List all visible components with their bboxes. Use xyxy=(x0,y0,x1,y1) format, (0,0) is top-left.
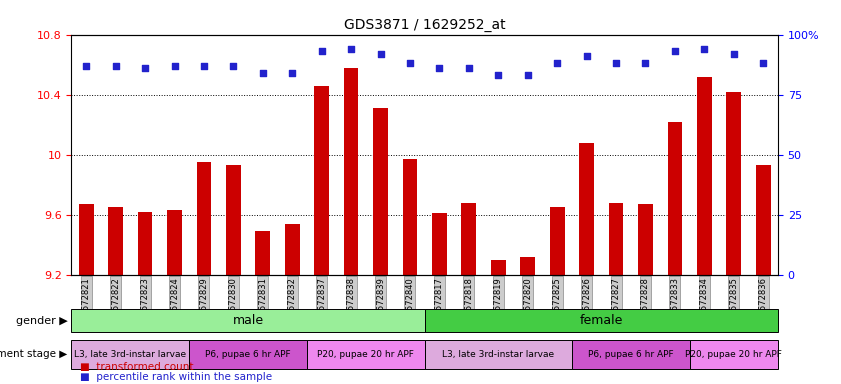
Text: L3, late 3rd-instar larvae: L3, late 3rd-instar larvae xyxy=(74,350,187,359)
Bar xyxy=(521,257,535,275)
Bar xyxy=(373,108,388,275)
Bar xyxy=(697,76,711,275)
Bar xyxy=(167,210,182,275)
Point xyxy=(579,53,593,59)
Bar xyxy=(256,231,270,275)
Point xyxy=(197,63,210,69)
Point xyxy=(491,72,505,78)
Bar xyxy=(690,340,778,369)
Point xyxy=(344,46,357,52)
Text: P20, pupae 20 hr APF: P20, pupae 20 hr APF xyxy=(685,350,782,359)
Point xyxy=(638,60,652,66)
Text: ■  percentile rank within the sample: ■ percentile rank within the sample xyxy=(80,372,272,382)
Bar xyxy=(71,340,189,369)
Title: GDS3871 / 1629252_at: GDS3871 / 1629252_at xyxy=(344,18,505,32)
Bar xyxy=(71,309,425,332)
Bar xyxy=(638,204,653,275)
Point xyxy=(697,46,711,52)
Text: ■  transformed count: ■ transformed count xyxy=(80,362,193,372)
Text: P6, pupae 6 hr APF: P6, pupae 6 hr APF xyxy=(205,350,291,359)
Text: male: male xyxy=(232,314,264,327)
Bar xyxy=(579,142,594,275)
Point xyxy=(609,60,622,66)
Bar xyxy=(189,340,307,369)
Bar xyxy=(425,309,778,332)
Bar xyxy=(462,203,476,275)
Point xyxy=(521,72,535,78)
Point xyxy=(668,48,681,55)
Bar xyxy=(138,212,152,275)
Point xyxy=(167,63,181,69)
Point xyxy=(373,51,387,57)
Point xyxy=(226,63,241,69)
Bar xyxy=(572,340,690,369)
Bar xyxy=(609,203,623,275)
Point xyxy=(432,65,446,71)
Point xyxy=(315,48,328,55)
Point xyxy=(138,65,151,71)
Text: L3, late 3rd-instar larvae: L3, late 3rd-instar larvae xyxy=(442,350,554,359)
Bar xyxy=(197,162,211,275)
Text: P20, pupae 20 hr APF: P20, pupae 20 hr APF xyxy=(317,350,415,359)
Point xyxy=(403,60,416,66)
Point xyxy=(550,60,563,66)
Bar xyxy=(344,68,358,275)
Bar xyxy=(727,91,741,275)
Bar xyxy=(315,86,329,275)
Point xyxy=(256,70,269,76)
Bar xyxy=(108,207,123,275)
Point xyxy=(285,70,299,76)
Bar xyxy=(285,223,299,275)
Bar xyxy=(550,207,564,275)
Bar xyxy=(226,165,241,275)
Text: P6, pupae 6 hr APF: P6, pupae 6 hr APF xyxy=(588,350,674,359)
Point xyxy=(462,65,475,71)
Point xyxy=(727,51,740,57)
Bar xyxy=(307,340,425,369)
Point xyxy=(756,60,770,66)
Bar xyxy=(491,260,505,275)
Text: female: female xyxy=(579,314,623,327)
Bar xyxy=(425,340,572,369)
Text: gender ▶: gender ▶ xyxy=(15,316,67,326)
Bar xyxy=(403,159,417,275)
Bar xyxy=(432,213,447,275)
Bar xyxy=(79,204,93,275)
Point xyxy=(79,63,93,69)
Bar xyxy=(668,122,682,275)
Point xyxy=(108,63,123,69)
Bar xyxy=(756,165,770,275)
Text: development stage ▶: development stage ▶ xyxy=(0,349,67,359)
